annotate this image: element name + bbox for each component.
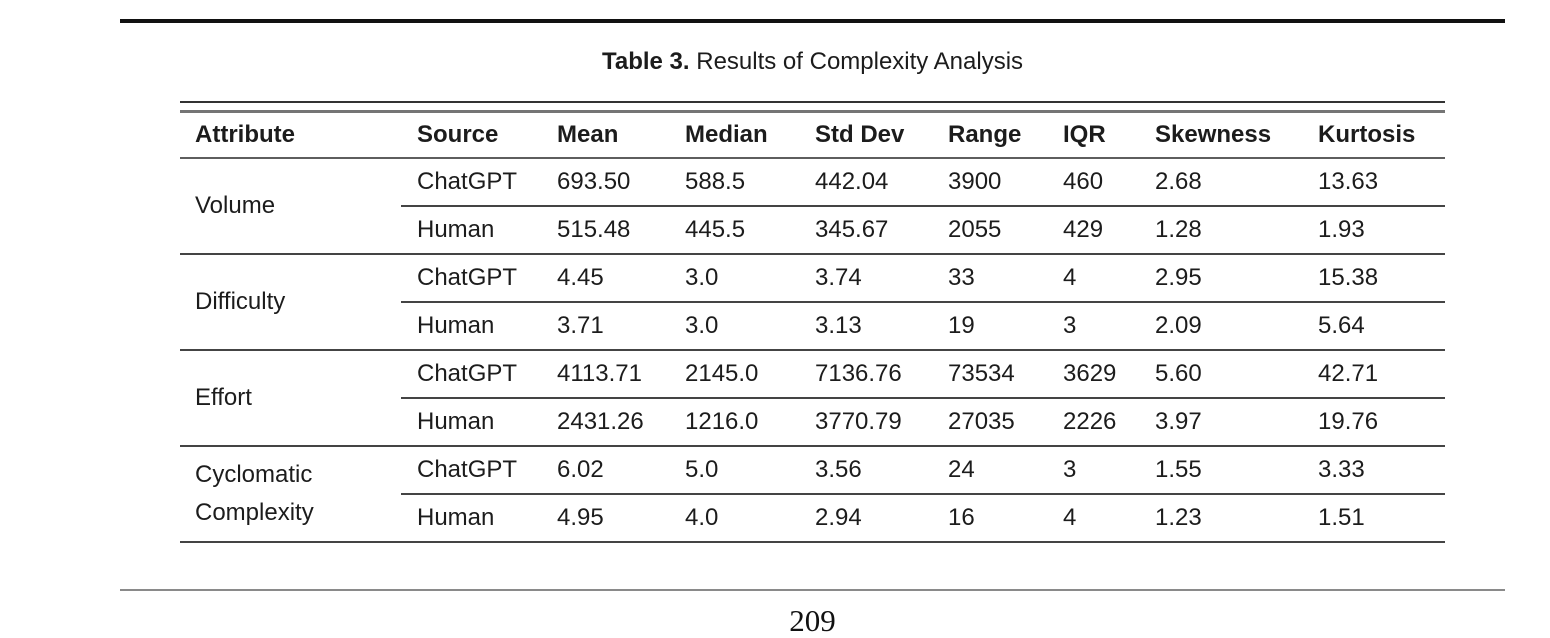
- stddev-cell: 2.94: [799, 494, 932, 543]
- table-row: Human 3.71 3.0 3.13 19 3 2.09 5.64: [180, 302, 1445, 351]
- range-cell: 27035: [932, 398, 1047, 447]
- median-cell: 5.0: [669, 446, 799, 495]
- range-cell: 3900: [932, 158, 1047, 207]
- col-header-mean: Mean: [541, 113, 669, 159]
- median-cell: 445.5: [669, 206, 799, 255]
- skewness-cell: 2.09: [1139, 302, 1302, 351]
- mean-cell: 3.71: [541, 302, 669, 351]
- table-row: Effort ChatGPT 4113.71 2145.0 7136.76 73…: [180, 350, 1445, 447]
- stddev-cell: 3.13: [799, 302, 932, 351]
- table-row: Volume ChatGPT 693.50 588.5 442.04 3900 …: [180, 158, 1445, 255]
- range-cell: 24: [932, 446, 1047, 495]
- median-cell: 4.0: [669, 494, 799, 543]
- attribute-cell: Effort: [180, 350, 401, 447]
- median-cell: 1216.0: [669, 398, 799, 447]
- skewness-cell: 5.60: [1139, 350, 1302, 399]
- iqr-cell: 460: [1047, 158, 1139, 207]
- col-header-stddev: Std Dev: [799, 113, 932, 159]
- page-footer-rule: [120, 589, 1505, 591]
- skewness-cell: 2.95: [1139, 254, 1302, 303]
- source-cell: Human: [401, 302, 541, 351]
- iqr-cell: 3: [1047, 446, 1139, 495]
- table-row: Cyclomatic Complexity ChatGPT 6.02 5.0 3…: [180, 446, 1445, 543]
- kurtosis-cell: 1.93: [1302, 206, 1445, 255]
- source-cell: ChatGPT: [401, 254, 541, 303]
- mean-cell: 4.45: [541, 254, 669, 303]
- mean-cell: 2431.26: [541, 398, 669, 447]
- iqr-cell: 3: [1047, 302, 1139, 351]
- col-header-attribute: Attribute: [180, 113, 401, 159]
- median-cell: 3.0: [669, 302, 799, 351]
- stddev-cell: 7136.76: [799, 350, 932, 399]
- table-row: Human 4.95 4.0 2.94 16 4 1.23 1.51: [180, 494, 1445, 543]
- stddev-cell: 442.04: [799, 158, 932, 207]
- col-header-iqr: IQR: [1047, 113, 1139, 159]
- table-top-double-rule: [180, 101, 1445, 113]
- table-caption: Table 3. Results of Complexity Analysis: [180, 46, 1445, 78]
- range-cell: 33: [932, 254, 1047, 303]
- complexity-results-table: Attribute Source Mean Median Std Dev Ran…: [180, 113, 1445, 543]
- results-table-container: Attribute Source Mean Median Std Dev Ran…: [180, 101, 1445, 543]
- group-difficulty: Difficulty ChatGPT 4.45 3.0 3.74 33 4 2.…: [180, 254, 1445, 351]
- col-header-median: Median: [669, 113, 799, 159]
- mean-cell: 693.50: [541, 158, 669, 207]
- range-cell: 16: [932, 494, 1047, 543]
- mean-cell: 4113.71: [541, 350, 669, 399]
- group-volume: Volume ChatGPT 693.50 588.5 442.04 3900 …: [180, 158, 1445, 255]
- range-cell: 73534: [932, 350, 1047, 399]
- iqr-cell: 2226: [1047, 398, 1139, 447]
- median-cell: 2145.0: [669, 350, 799, 399]
- group-effort: Effort ChatGPT 4113.71 2145.0 7136.76 73…: [180, 350, 1445, 447]
- attribute-cell: Difficulty: [180, 254, 401, 351]
- median-cell: 588.5: [669, 158, 799, 207]
- skewness-cell: 3.97: [1139, 398, 1302, 447]
- table-row: Difficulty ChatGPT 4.45 3.0 3.74 33 4 2.…: [180, 254, 1445, 351]
- skewness-cell: 1.55: [1139, 446, 1302, 495]
- range-cell: 19: [932, 302, 1047, 351]
- skewness-cell: 1.28: [1139, 206, 1302, 255]
- kurtosis-cell: 5.64: [1302, 302, 1445, 351]
- iqr-cell: 4: [1047, 254, 1139, 303]
- source-cell: Human: [401, 398, 541, 447]
- source-cell: ChatGPT: [401, 446, 541, 495]
- source-cell: ChatGPT: [401, 350, 541, 399]
- skewness-cell: 2.68: [1139, 158, 1302, 207]
- source-cell: Human: [401, 494, 541, 543]
- stddev-cell: 3.56: [799, 446, 932, 495]
- source-cell: Human: [401, 206, 541, 255]
- stddev-cell: 3770.79: [799, 398, 932, 447]
- kurtosis-cell: 13.63: [1302, 158, 1445, 207]
- kurtosis-cell: 19.76: [1302, 398, 1445, 447]
- page-number: 209: [789, 603, 836, 638]
- source-cell: ChatGPT: [401, 158, 541, 207]
- col-header-source: Source: [401, 113, 541, 159]
- iqr-cell: 4: [1047, 494, 1139, 543]
- mean-cell: 6.02: [541, 446, 669, 495]
- table-header-row: Attribute Source Mean Median Std Dev Ran…: [180, 113, 1445, 159]
- col-header-range: Range: [932, 113, 1047, 159]
- mean-cell: 4.95: [541, 494, 669, 543]
- table-caption-text: Results of Complexity Analysis: [689, 48, 1024, 75]
- kurtosis-cell: 15.38: [1302, 254, 1445, 303]
- attribute-cell: Cyclomatic Complexity: [180, 446, 401, 543]
- mean-cell: 515.48: [541, 206, 669, 255]
- skewness-cell: 1.23: [1139, 494, 1302, 543]
- col-header-kurtosis: Kurtosis: [1302, 113, 1445, 159]
- kurtosis-cell: 3.33: [1302, 446, 1445, 495]
- page-top-rule: [120, 19, 1505, 23]
- stddev-cell: 345.67: [799, 206, 932, 255]
- table-row: Human 515.48 445.5 345.67 2055 429 1.28 …: [180, 206, 1445, 255]
- stddev-cell: 3.74: [799, 254, 932, 303]
- iqr-cell: 429: [1047, 206, 1139, 255]
- col-header-skewness: Skewness: [1139, 113, 1302, 159]
- attribute-cell: Volume: [180, 158, 401, 255]
- table-caption-label: Table 3.: [601, 48, 690, 75]
- kurtosis-cell: 1.51: [1302, 494, 1445, 543]
- range-cell: 2055: [932, 206, 1047, 255]
- median-cell: 3.0: [669, 254, 799, 303]
- table-row: Human 2431.26 1216.0 3770.79 27035 2226 …: [180, 398, 1445, 447]
- group-cyclomatic-complexity: Cyclomatic Complexity ChatGPT 6.02 5.0 3…: [180, 446, 1445, 543]
- kurtosis-cell: 42.71: [1302, 350, 1445, 399]
- iqr-cell: 3629: [1047, 350, 1139, 399]
